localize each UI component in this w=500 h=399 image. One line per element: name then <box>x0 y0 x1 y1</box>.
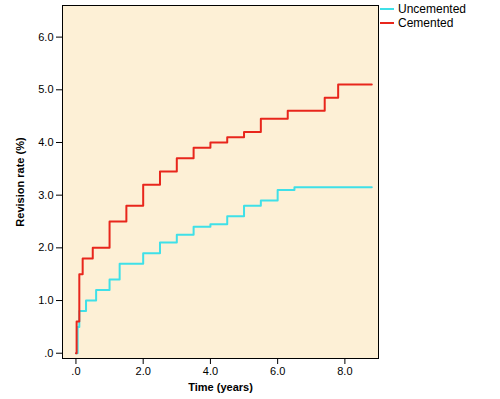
svg-text:4.0: 4.0 <box>203 365 218 377</box>
html-text:Cemented: Cemented <box>398 16 454 30</box>
svg-text:2.0: 2.0 <box>136 365 151 377</box>
svg-text:.0: .0 <box>44 347 53 359</box>
svg-text:Revision rate (%): Revision rate (%) <box>14 137 26 227</box>
svg-text:Time (years): Time (years) <box>188 381 253 393</box>
svg-text:1.0: 1.0 <box>38 294 53 306</box>
svg-text:8.0: 8.0 <box>337 365 352 377</box>
svg-text:.0: .0 <box>71 365 80 377</box>
svg-text:3.0: 3.0 <box>38 189 53 201</box>
svg-text:6.0: 6.0 <box>270 365 285 377</box>
svg-text:5.0: 5.0 <box>38 83 53 95</box>
svg-text:2.0: 2.0 <box>38 241 53 253</box>
svg-text:6.0: 6.0 <box>38 31 53 43</box>
html-text:Uncemented: Uncemented <box>398 2 466 16</box>
svg-text:4.0: 4.0 <box>38 136 53 148</box>
